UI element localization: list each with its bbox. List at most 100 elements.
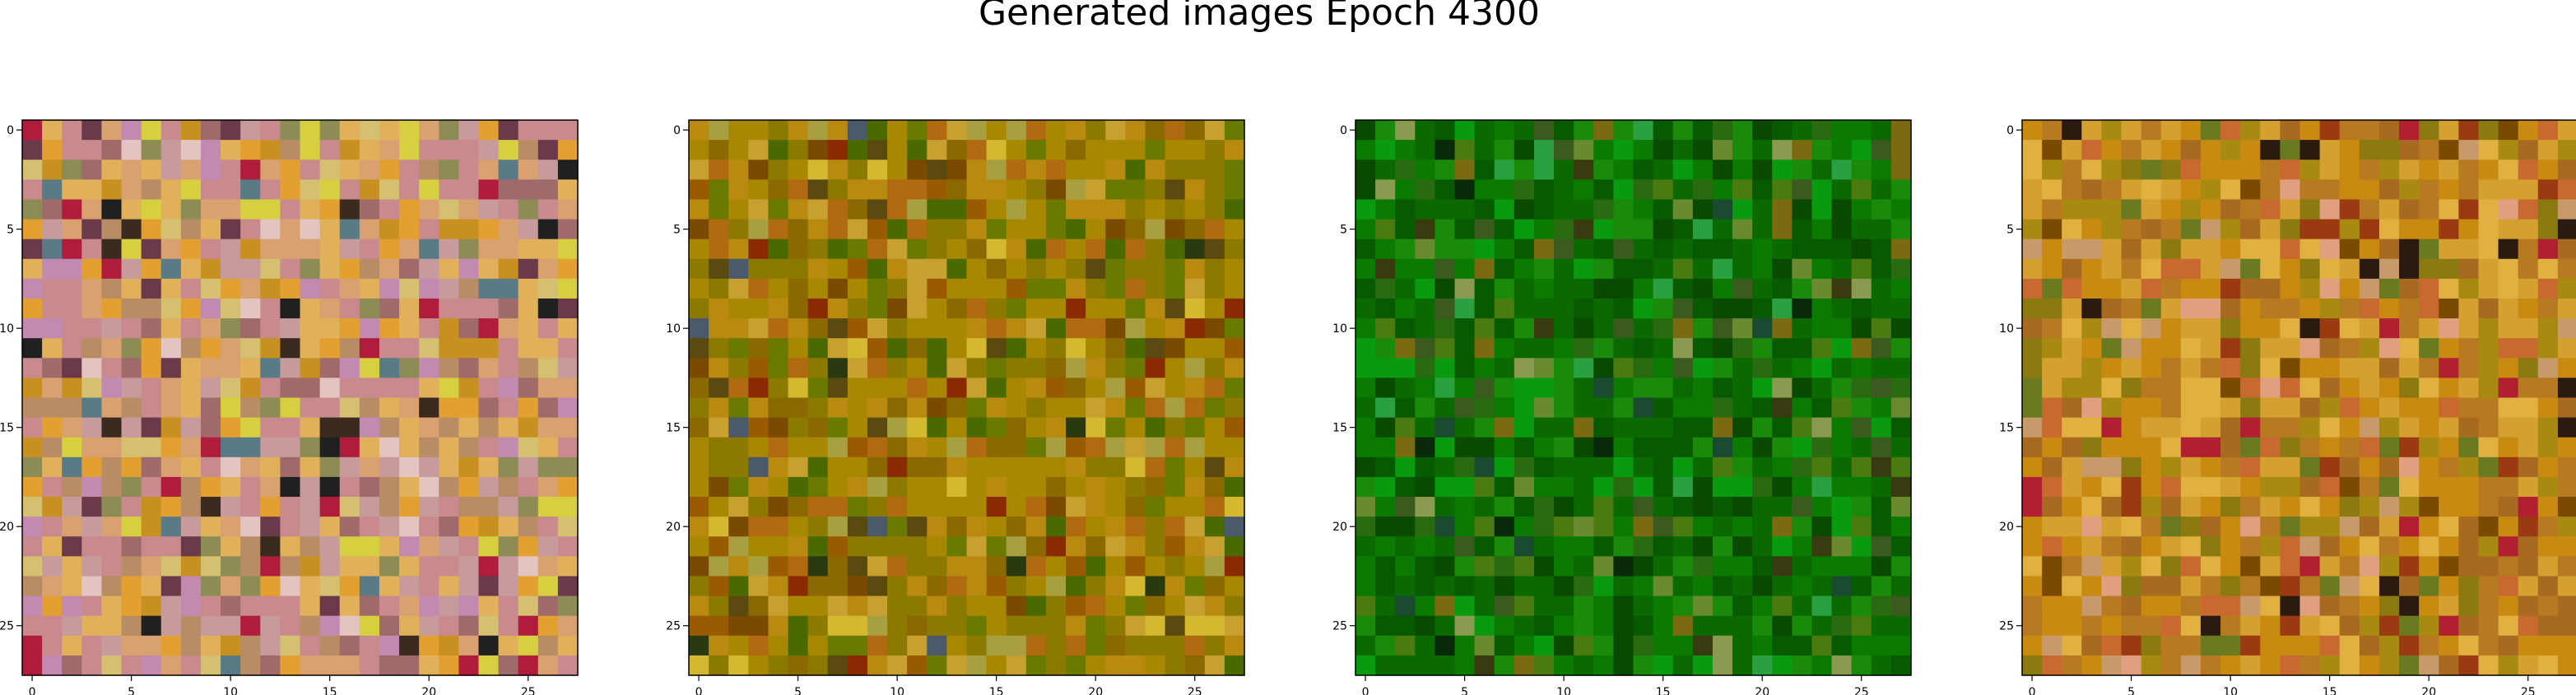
pixel-cell (458, 140, 480, 160)
pixel-cell (2458, 160, 2480, 180)
pixel-cell (2280, 476, 2301, 498)
pixel-cell (478, 437, 500, 458)
pixel-cell (1125, 497, 1146, 517)
pixel-cell (180, 517, 202, 537)
pixel-cell (101, 437, 123, 458)
pixel-cell (2200, 258, 2221, 280)
pixel-cell (1792, 199, 1813, 220)
pixel-cell (439, 179, 459, 201)
pixel-cell (557, 517, 579, 537)
pixel-cell (966, 437, 988, 458)
pixel-cell (2200, 179, 2221, 201)
pixel-cell (1732, 140, 1753, 160)
pixel-cell (1554, 160, 1574, 180)
pixel-cell (2359, 536, 2380, 557)
pixel-cell (319, 635, 341, 656)
pixel-cell (22, 278, 43, 299)
pixel-cell (768, 497, 789, 517)
pixel-cell (141, 397, 162, 419)
pixel-cell (887, 338, 908, 359)
pixel-cell (1890, 576, 1912, 597)
pixel-cell (966, 397, 988, 419)
pixel-cell (557, 476, 579, 498)
pixel-cell (1831, 417, 1853, 438)
pixel-cell (2537, 278, 2559, 299)
pixel-cell (2478, 358, 2499, 378)
pixel-cell (121, 120, 142, 141)
pixel-cell (1692, 476, 1713, 498)
pixel-cell (240, 140, 261, 160)
pixel-cell (359, 378, 380, 399)
pixel-cell (768, 298, 789, 319)
pixel-cell (2101, 497, 2123, 517)
pixel-cell (2498, 437, 2519, 458)
pixel-cell (2062, 397, 2082, 419)
pixel-cell (2220, 298, 2241, 319)
pixel-cell (1105, 318, 1126, 339)
pixel-cell (2518, 437, 2539, 458)
pixel-cell (768, 179, 789, 201)
pixel-cell (1633, 179, 1654, 201)
pixel-cell (689, 199, 709, 220)
pixel-cell (1184, 655, 1206, 676)
pixel-cell (1105, 635, 1126, 656)
pixel-cell (1772, 576, 1793, 597)
pixel-cell (439, 595, 459, 617)
pixel-cell (2022, 298, 2043, 319)
pixel-cell (439, 437, 459, 458)
pixel-cell (1045, 497, 1067, 517)
pixel-cell (2537, 437, 2559, 458)
pixel-cell (240, 615, 261, 637)
pixel-cell (1533, 358, 1555, 378)
pixel-cell (2319, 536, 2341, 557)
pixel-cell (748, 655, 770, 676)
pixel-cell (1533, 556, 1555, 577)
pixel-cell (1224, 338, 1245, 359)
pixel-cell (2339, 437, 2360, 458)
pixel-cell (1474, 615, 1495, 637)
pixel-cell (807, 239, 829, 260)
pixel-cell (537, 258, 559, 280)
pixel-cell (2081, 258, 2103, 280)
pixel-cell (1593, 318, 1614, 339)
pixel-cell (2378, 298, 2400, 319)
pixel-cell (2081, 635, 2103, 656)
pixel-cell (141, 239, 162, 260)
pixel-cell (1613, 517, 1634, 537)
pixel-cell (1434, 338, 1456, 359)
pixel-cell (1224, 417, 1245, 438)
pixel-cell (2160, 476, 2182, 498)
pixel-cell (2319, 635, 2341, 656)
pixel-cell (2359, 476, 2380, 498)
pixel-cell (399, 437, 420, 458)
pixel-cell (180, 219, 202, 240)
pixel-cell (1045, 595, 1067, 617)
pixel-cell (2319, 476, 2341, 498)
pixel-cell (1871, 417, 1892, 438)
pixel-cell (1086, 258, 1106, 280)
pixel-cell (2141, 318, 2162, 339)
pixel-cell (927, 576, 947, 597)
pixel-cell (1772, 298, 1793, 319)
pixel-cell (439, 338, 459, 359)
pixel-cell (927, 140, 947, 160)
pixel-cell (807, 278, 829, 299)
pixel-cell (419, 437, 439, 458)
pixel-cell (2339, 476, 2360, 498)
pixel-cell (1633, 655, 1654, 676)
pixel-cell (1494, 595, 1515, 617)
pixel-cell (2121, 140, 2142, 160)
pixel-cell (1025, 298, 1047, 319)
pixel-cell (518, 595, 539, 617)
pixel-cell (1712, 258, 1733, 280)
pixel-cell (1831, 497, 1853, 517)
pixel-cell (728, 239, 749, 260)
pixel-cell (240, 338, 261, 359)
pixel-cell (1006, 140, 1027, 160)
pixel-cell (1474, 635, 1495, 656)
pixel-cell (339, 576, 360, 597)
pixel-cell (1653, 219, 1674, 240)
pixel-cell (2160, 239, 2182, 260)
pixel-cell (1025, 497, 1047, 517)
pixel-cell (1145, 278, 1166, 299)
